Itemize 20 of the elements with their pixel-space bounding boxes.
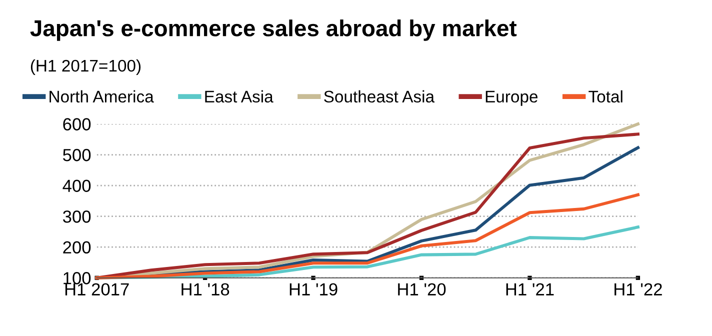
y-tick-label: 200: [63, 241, 91, 254]
legend-label: Europe: [486, 90, 538, 106]
x-tick-label: H1 '19: [290, 283, 338, 296]
line-series: [95, 193, 640, 280]
x-tick-label: H1 '18: [182, 283, 230, 296]
legend-label: East Asia: [205, 90, 274, 103]
x-tick-label: H1 '20: [398, 283, 446, 296]
x-tick-label: H1 '22: [614, 283, 662, 296]
chart-subtitle: (H1 2017=100): [30, 59, 141, 75]
legend-label: Southeast Asia: [324, 90, 435, 103]
y-tick-label: 300: [62, 210, 91, 223]
legend-label: Total: [588, 90, 622, 103]
y-tick-label: 400: [62, 180, 91, 192]
legend-label: North America: [50, 90, 154, 103]
y-tick-label: 100: [64, 272, 91, 284]
x-tick-label: H1 '21: [506, 283, 554, 296]
y-tick-label: 500: [63, 148, 91, 162]
y-tick-label: 600: [63, 118, 91, 130]
x-tick-label: H1 2017: [65, 283, 129, 296]
chart-title: Japan's e-commerce sales abroad by market: [30, 20, 517, 41]
